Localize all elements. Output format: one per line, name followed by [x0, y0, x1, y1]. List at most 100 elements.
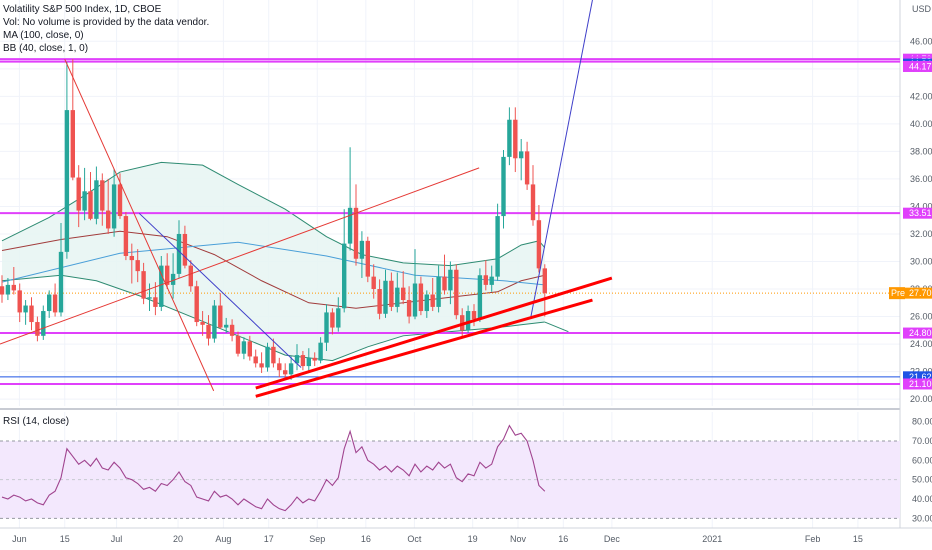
price-tags: 44.7044.5244.3444.1733.5127.7024.8021.62…: [889, 53, 932, 390]
candle-body: [454, 269, 459, 316]
price-tag-label: 21.62: [909, 372, 932, 382]
price-tick-label: 40.00: [910, 119, 932, 129]
candle-body: [247, 341, 252, 357]
price-tick-label: 34.00: [910, 201, 932, 211]
candle-body: [542, 268, 547, 294]
time-tick-label: 16: [558, 534, 568, 544]
price-tag: [903, 371, 932, 383]
price-tag-label: 21.10: [909, 379, 932, 389]
price-tick-label: 36.00: [910, 174, 932, 184]
candle-body: [401, 287, 406, 301]
rsi-line: [1, 424, 546, 512]
candle-body: [35, 322, 40, 336]
candle-body: [0, 286, 5, 295]
candle-body: [159, 265, 164, 307]
candle-body: [324, 312, 329, 343]
time-tick-label: Feb: [805, 534, 821, 544]
rsi-tick-label: 50.00: [912, 475, 932, 485]
candle-body: [100, 180, 105, 211]
candle-body: [536, 220, 542, 269]
price-tag: [903, 60, 932, 72]
candle-body: [229, 324, 235, 336]
time-tick-label: 19: [468, 534, 478, 544]
price-tag: [903, 207, 932, 219]
candle-body: [259, 363, 264, 368]
candle-body: [218, 305, 223, 328]
horizontal-levels: [0, 58, 900, 385]
price-tick-label: 20.00: [910, 394, 932, 404]
price-tag-label: 27.70: [909, 288, 932, 298]
candle-body: [507, 119, 512, 157]
price-tick-label: 38.00: [910, 146, 932, 156]
candle-body: [117, 184, 123, 217]
candle-body: [424, 294, 429, 312]
price-axis[interactable]: 20.0022.0024.0026.0028.0030.0032.0034.00…: [910, 36, 932, 404]
candle-body: [306, 357, 311, 367]
time-tick-label: 15: [60, 534, 70, 544]
volume-note: Vol: No volume is provided by the data v…: [3, 17, 209, 28]
candle-body: [76, 177, 81, 211]
candle-body: [253, 356, 258, 364]
candle-body: [365, 240, 370, 277]
candle-body: [288, 363, 294, 375]
candle-body: [471, 311, 477, 320]
candle-body: [383, 280, 388, 314]
price-tick-label: 32.00: [910, 229, 932, 239]
bb-lower-line: [544, 321, 569, 333]
trend-lines: [0, 0, 613, 398]
candle-body: [501, 156, 506, 217]
candle-body: [147, 297, 152, 299]
price-tag: [903, 327, 932, 339]
candle-body: [513, 119, 518, 159]
candle-body: [165, 265, 170, 285]
candle-body: [519, 151, 524, 159]
time-tick-label: 17: [264, 534, 274, 544]
candle-body: [82, 191, 87, 211]
time-tick-label: Nov: [510, 534, 527, 544]
pre-market-badge: [889, 287, 905, 300]
candle-body: [442, 276, 447, 291]
candle-body: [436, 276, 441, 307]
candle-body: [483, 275, 488, 285]
candle-body: [359, 240, 365, 259]
candle-body: [347, 207, 353, 244]
candle-body: [23, 305, 28, 313]
price-tick-label: 46.00: [910, 36, 932, 46]
candle-body: [271, 346, 276, 364]
candle-body: [111, 184, 117, 229]
candle-body: [277, 363, 282, 371]
candle-body: [64, 110, 70, 252]
candle-body: [265, 346, 270, 368]
trend-line: [255, 276, 613, 390]
candle-body: [41, 311, 46, 336]
time-tick-label: Oct: [407, 534, 422, 544]
ma-legend: MA (100, close, 0): [3, 30, 84, 41]
candle-body: [524, 151, 530, 185]
candle-body: [312, 357, 317, 361]
candle-body: [418, 283, 424, 312]
candle-body: [495, 216, 500, 277]
legend: Volatility S&P 500 Index, 1D, CBOE Vol: …: [3, 4, 932, 427]
price-tag-label: 24.80: [909, 328, 932, 338]
candle-body: [283, 370, 288, 375]
candle-body: [530, 184, 536, 221]
candle-body: [106, 210, 111, 229]
bb-legend: BB (40, close, 1, 0): [3, 43, 88, 54]
ma100-line: [1, 241, 545, 286]
candle-body: [336, 308, 341, 328]
candle-body: [235, 335, 241, 354]
rsi-tick-label: 70.00: [912, 436, 932, 446]
price-tag-label: 44.17: [909, 61, 932, 71]
candle-body: [206, 324, 211, 339]
candle-body: [170, 273, 176, 285]
candle-body: [465, 311, 471, 331]
rsi-tick-label: 40.00: [912, 494, 932, 504]
candle-body: [47, 294, 52, 312]
trend-line: [0, 167, 480, 345]
price-tag-label: 33.51: [909, 208, 932, 218]
candle-body: [135, 260, 140, 272]
time-tick-label: Dec: [604, 534, 621, 544]
candle-body: [94, 180, 99, 219]
time-axis[interactable]: Jun 15 Jul 20 Aug 17 Sep 16 Oct 19 Nov 16 Dec 2021 Feb…: [12, 534, 863, 544]
